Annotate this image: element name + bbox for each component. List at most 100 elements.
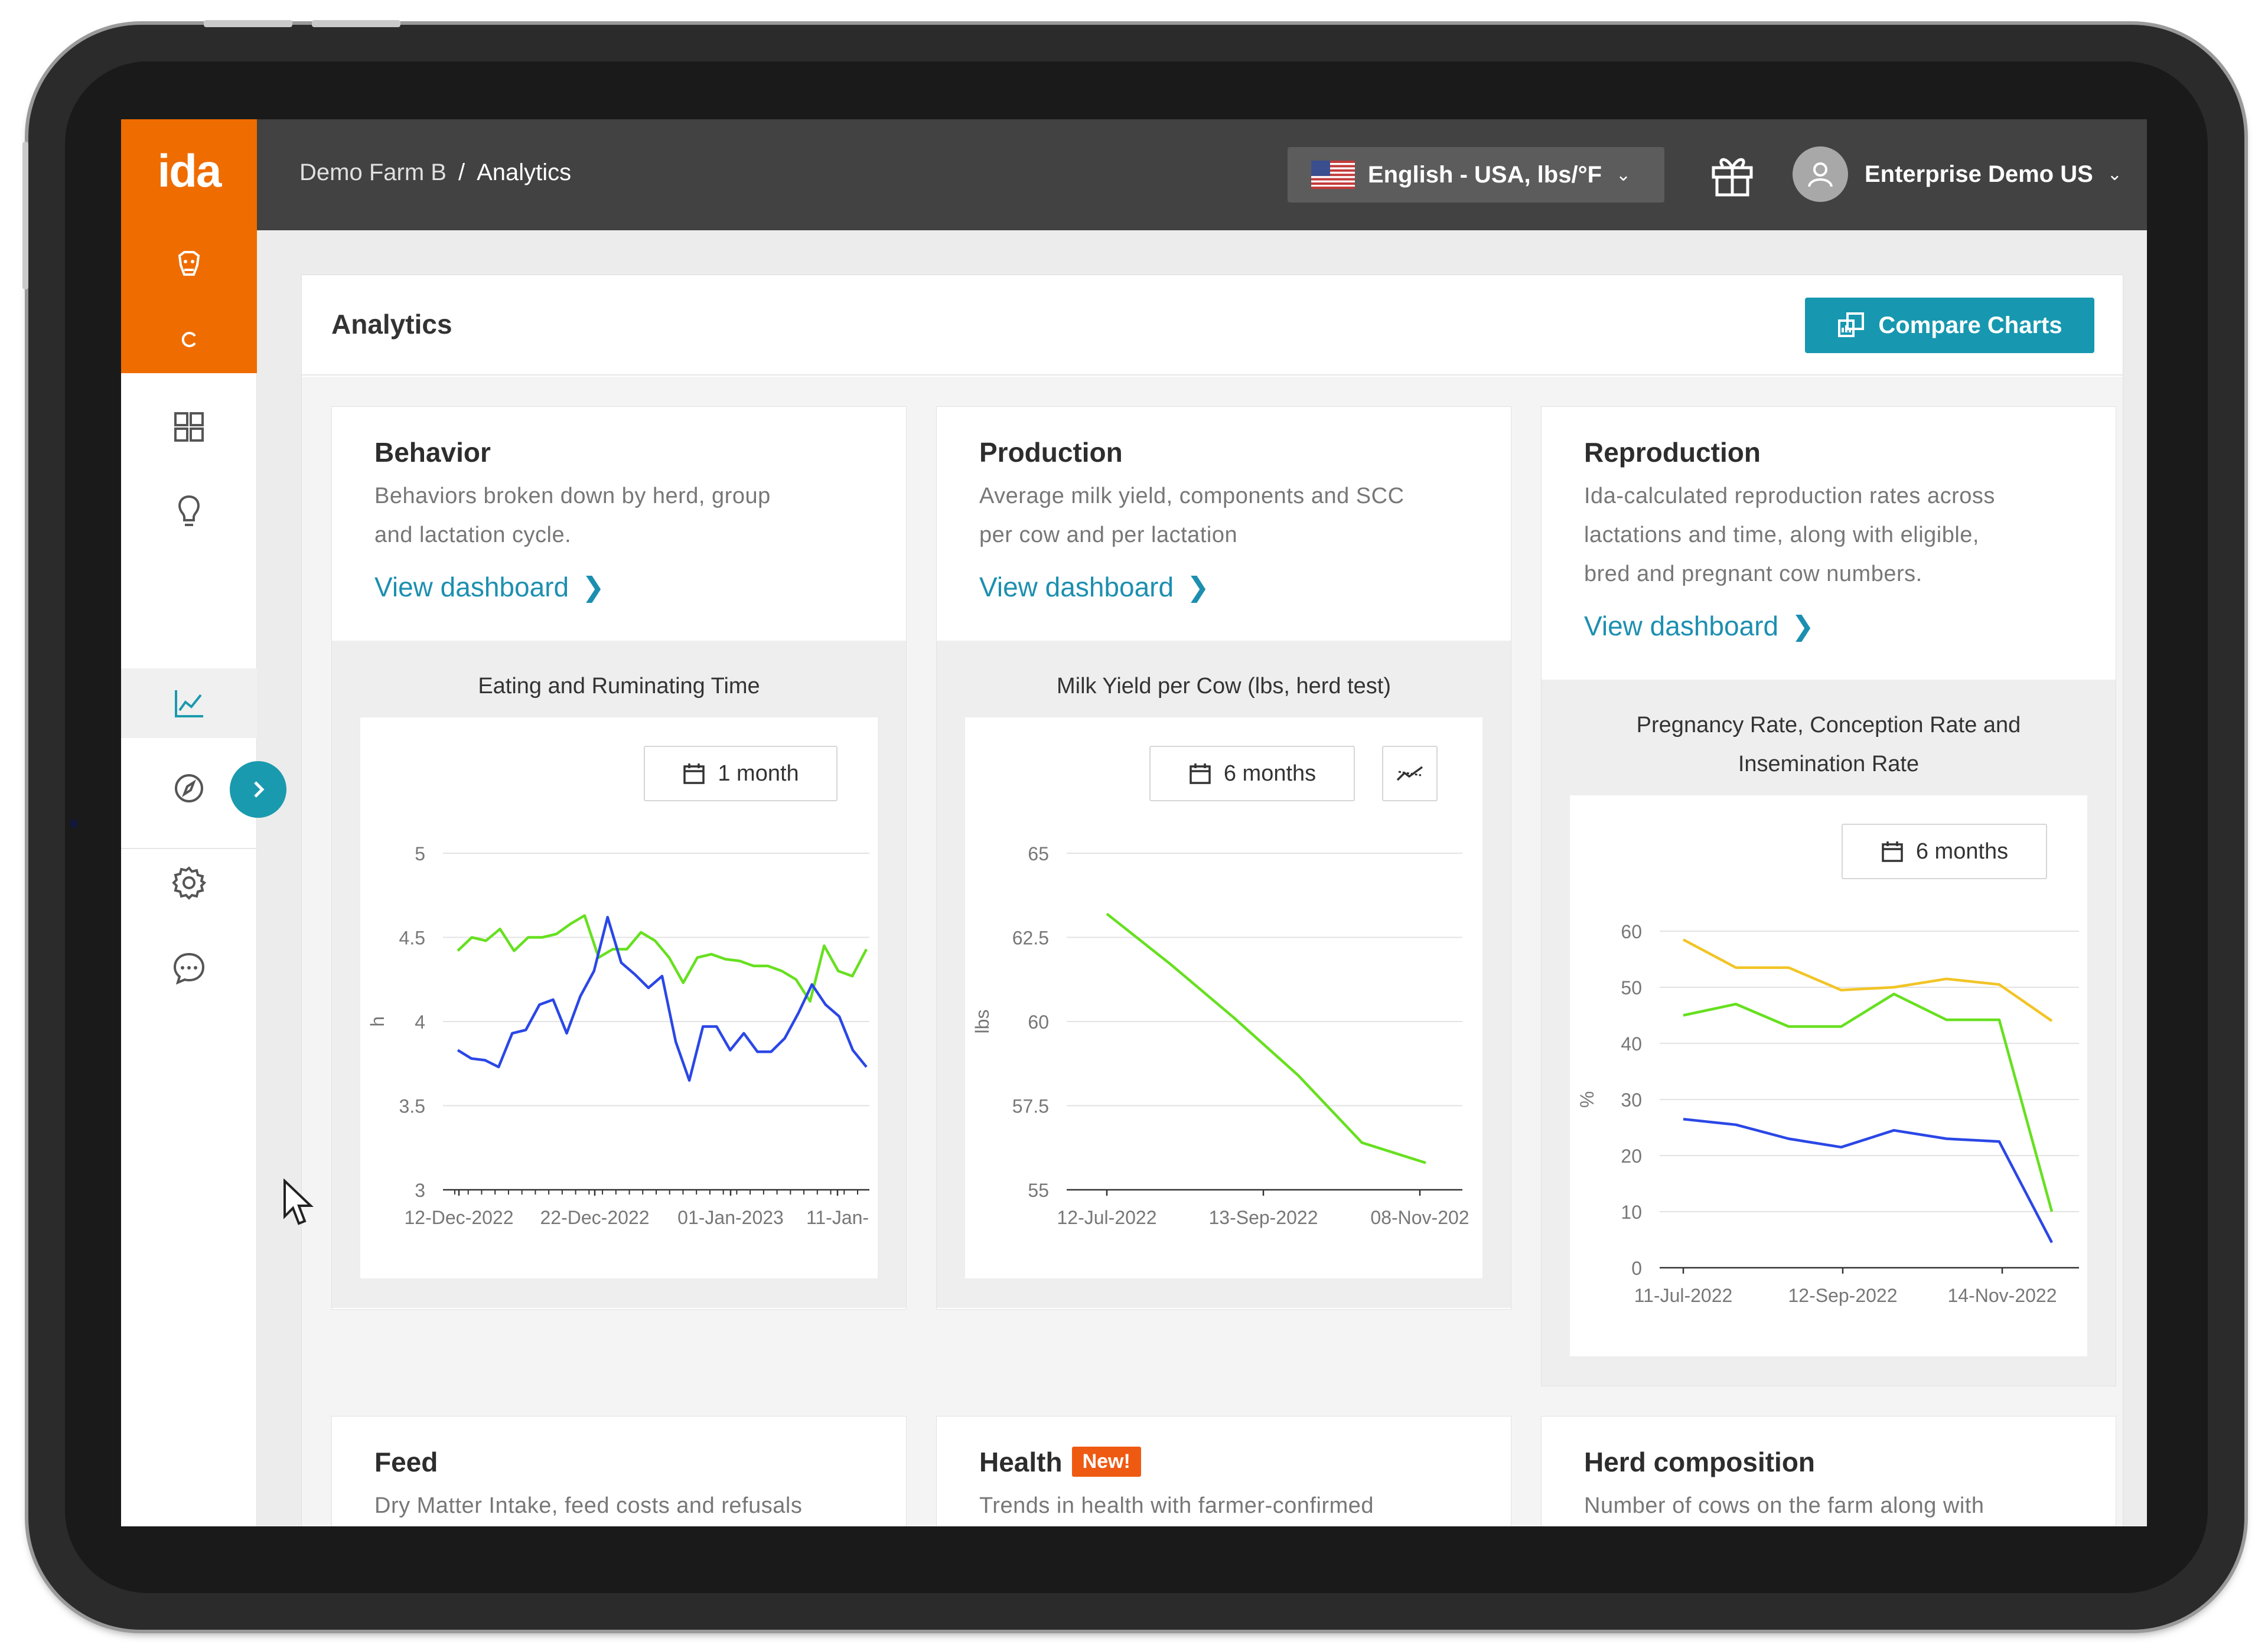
- card-description-line: Ida-calculated reproduction rates across: [1584, 484, 1995, 508]
- y-axis-label: lbs: [972, 1010, 993, 1034]
- view-dashboard-link[interactable]: View dashboard ❯: [374, 571, 605, 603]
- breadcrumb: Demo Farm B / Analytics: [299, 159, 571, 186]
- cow-icon[interactable]: [168, 243, 210, 285]
- lightbulb-icon[interactable]: [168, 491, 210, 533]
- tablet-button: [204, 20, 292, 27]
- y-tick-label: 57.5: [1012, 1096, 1049, 1117]
- gift-icon[interactable]: [1709, 151, 1756, 198]
- dashboard-grid-icon[interactable]: [168, 406, 210, 448]
- series-line: [1682, 938, 2053, 1022]
- chart-title: Milk Yield per Cow (lbs, herd test): [1057, 674, 1391, 699]
- chart-zone: Eating and Ruminating Time 1 month 3 3.5 4…: [332, 641, 906, 1308]
- settings-gear-icon[interactable]: [168, 862, 210, 903]
- line-chart-icon[interactable]: [168, 683, 210, 724]
- new-badge: New!: [1071, 1447, 1141, 1477]
- calendar-icon: [683, 763, 705, 784]
- compare-charts-button[interactable]: Compare Charts: [1805, 298, 2094, 353]
- chevron-right-icon: ❯: [1791, 611, 1814, 641]
- chart-zone: Milk Yield per Cow (lbs, herd test) 6 mo…: [937, 641, 1511, 1308]
- x-tick-label: 12-Sep-2022: [1788, 1285, 1897, 1306]
- tablet-side-button: [22, 142, 28, 289]
- range-label: 1 month: [718, 761, 799, 786]
- sidebar-divider: [121, 848, 257, 849]
- production-line-chart: 55 57.5 60 62.5 65 lbs 12-Jul-2022 13-Sep-2022 0…: [972, 843, 1469, 1228]
- compare-icon: [1838, 312, 1865, 337]
- top-bar: ida Demo Farm B / Analytics English - USA,…: [121, 119, 2147, 230]
- user-icon: [1808, 162, 1833, 187]
- view-dashboard-label: View dashboard: [1584, 611, 1779, 641]
- y-tick-label: 3: [415, 1180, 425, 1201]
- card-title: Feed: [374, 1447, 438, 1477]
- page-title: Analytics: [331, 309, 452, 340]
- behavior-line-chart: 3 3.5 4 4.5 5 h 12-Dec-2022 22-Dec-2022 01-Jan-2…: [367, 843, 869, 1228]
- series-line: [1683, 1118, 2053, 1244]
- trend-toggle-button[interactable]: [1382, 746, 1438, 801]
- view-dashboard-link[interactable]: View dashboard ❯: [1584, 610, 1814, 642]
- language-label: English - USA, lbs/°F: [1368, 161, 1602, 188]
- reproduction-card: Reproduction Ida-calculated reproduction…: [1541, 406, 2116, 1386]
- sidebar: [121, 230, 257, 1526]
- analytics-panel: Analytics Compare Charts Behavior Behavi…: [301, 275, 2123, 1526]
- chevron-right-icon: [254, 781, 265, 798]
- y-tick-label: 0: [1631, 1258, 1642, 1279]
- health-card: Health New! Trends in health with farmer-…: [936, 1416, 1511, 1526]
- expand-sidebar-button[interactable]: [230, 761, 286, 818]
- y-tick-label: 62.5: [1012, 928, 1049, 949]
- view-dashboard-label: View dashboard: [979, 572, 1174, 602]
- x-tick-label: 13-Sep-2022: [1208, 1207, 1318, 1228]
- y-tick-label: 50: [1621, 977, 1642, 998]
- breadcrumb-current: Analytics: [477, 159, 572, 185]
- chart-title-line: Pregnancy Rate, Conception Rate and: [1636, 713, 2021, 737]
- card-title: Health New!: [979, 1446, 1141, 1479]
- card-description: Behaviors broken down by herd, group and…: [374, 477, 882, 554]
- logo-text: ida: [157, 145, 222, 197]
- y-tick-label: 60: [1621, 921, 1642, 942]
- y-tick-label: 20: [1621, 1146, 1642, 1167]
- behavior-card: Behavior Behaviors broken down by herd, …: [331, 406, 907, 1310]
- card-title-text: Health: [979, 1447, 1063, 1477]
- y-tick-label: 10: [1621, 1202, 1642, 1223]
- range-selector[interactable]: 6 months: [1842, 824, 2047, 879]
- range-selector[interactable]: 1 month: [644, 746, 838, 801]
- x-tick-label: 22-Dec-2022: [540, 1207, 650, 1228]
- series-line: [457, 914, 868, 1003]
- y-axis-label: h: [367, 1016, 388, 1027]
- x-tick-label: 12-Jul-2022: [1057, 1207, 1157, 1228]
- x-tick-label: 11-Jan-: [806, 1207, 869, 1228]
- chat-bubble-icon[interactable]: [168, 947, 210, 988]
- x-tick-label: 14-Nov-2022: [1948, 1285, 2057, 1306]
- chart-zone: Pregnancy Rate, Conception Rate and Inse…: [1542, 680, 2116, 1386]
- breadcrumb-separator: /: [458, 159, 465, 185]
- view-dashboard-link[interactable]: View dashboard ❯: [979, 571, 1210, 603]
- card-description-line: Trends in health with farmer-confirmed: [979, 1493, 1374, 1518]
- chart-title-line: Insemination Rate: [1738, 752, 1920, 776]
- tablet-camera: [70, 820, 78, 828]
- x-tick-label: 08-Nov-202: [1370, 1207, 1469, 1228]
- sidebar-active-highlight: [121, 668, 257, 738]
- y-axis-label: %: [1576, 1091, 1598, 1108]
- y-tick-label: 40: [1621, 1033, 1642, 1055]
- card-description: Trends in health with farmer-confirmed: [979, 1486, 1487, 1525]
- card-description-line: lactations and time, along with eligible…: [1584, 523, 1979, 547]
- x-tick-label: 12-Dec-2022: [405, 1207, 514, 1228]
- user-menu[interactable]: Enterprise Demo US ⌄: [1793, 146, 2122, 202]
- y-tick-label: 30: [1621, 1089, 1642, 1111]
- series-line: [1683, 993, 2054, 1212]
- tablet-button: [312, 20, 400, 27]
- calendar-icon: [1882, 841, 1903, 862]
- refresh-icon[interactable]: [168, 319, 210, 360]
- range-selector[interactable]: 6 months: [1149, 746, 1355, 801]
- feed-card: Feed Dry Matter Intake, feed costs and r…: [331, 1416, 907, 1526]
- y-tick-label: 5: [415, 843, 425, 864]
- card-description-line: bred and pregnant cow numbers.: [1584, 562, 1922, 586]
- breadcrumb-farm[interactable]: Demo Farm B: [299, 159, 447, 185]
- series-line: [457, 916, 868, 1082]
- language-selector[interactable]: English - USA, lbs/°F ⌄: [1288, 147, 1664, 203]
- chart-area: 6 months 0 10 20 30 40 50 60% 11-Jul-2022 12-Sep…: [1570, 795, 2087, 1356]
- compass-icon[interactable]: [168, 768, 210, 809]
- sidebar-farm-section: [121, 230, 257, 373]
- logo[interactable]: ida: [121, 119, 257, 230]
- x-tick-label: 11-Jul-2022: [1634, 1285, 1733, 1306]
- card-description: Number of cows on the farm along with: [1584, 1486, 2092, 1525]
- card-description: Dry Matter Intake, feed costs and refusa…: [374, 1486, 882, 1525]
